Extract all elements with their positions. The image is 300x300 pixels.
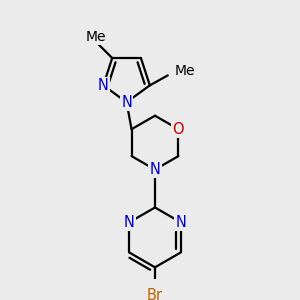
- Text: Br: Br: [147, 288, 163, 300]
- Text: N: N: [149, 162, 161, 177]
- Text: N: N: [121, 95, 132, 110]
- Text: N: N: [124, 215, 134, 230]
- Text: N: N: [98, 78, 109, 93]
- Text: O: O: [172, 122, 184, 137]
- Text: N: N: [176, 215, 186, 230]
- Text: Me: Me: [175, 64, 195, 78]
- Text: Me: Me: [86, 30, 106, 44]
